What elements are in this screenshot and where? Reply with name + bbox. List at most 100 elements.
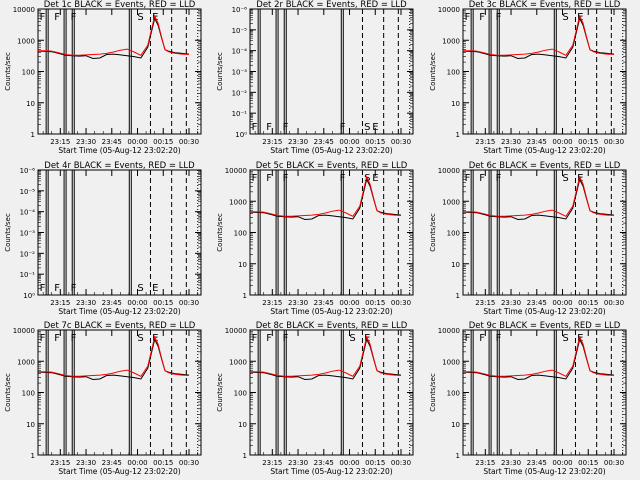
x-axis-label: Start Time (05-Aug-12 23:02:20) (58, 467, 180, 476)
segment-letter: F (266, 173, 272, 184)
lld-series-line (38, 14, 190, 56)
x-tick-label: 23:15 (262, 459, 282, 467)
y-tick-label: 100 (22, 390, 35, 398)
x-tick-label: 00:30 (391, 459, 411, 467)
x-tick-label: 00:00 (127, 138, 147, 146)
y-tick-label: 10 (26, 421, 35, 429)
x-tick-label: 23:45 (527, 138, 547, 146)
x-tick-label: 00:15 (578, 459, 598, 467)
lld-series-line (250, 335, 402, 377)
segment-letter: S (364, 122, 370, 133)
panel-5: Det 5c BLACK = Events, RED = LLD Counts/s… (216, 161, 414, 316)
x-tick-label: 00:15 (365, 138, 385, 146)
panel-title: Det 2r BLACK = Events, RED = LLD (256, 0, 407, 10)
y-tick-label: 1000 (17, 37, 35, 45)
x-tick-label: 23:45 (102, 138, 122, 146)
x-tick-label: 23:45 (102, 299, 122, 307)
panel-8: Det 8c BLACK = Events, RED = LLD Counts/s… (216, 321, 414, 476)
segment-letter: F (71, 12, 77, 23)
x-tick-label: 00:15 (365, 459, 385, 467)
plot-frame (37, 8, 202, 135)
x-axis-label: Start Time (05-Aug-12 23:02:20) (483, 307, 605, 316)
segment-letter: E (372, 122, 378, 133)
plot-frame (462, 329, 627, 456)
y-axis-label: Counts/sec (216, 52, 224, 91)
x-tick-label: 23:30 (288, 459, 308, 467)
lld-series-line (38, 335, 190, 377)
segment-letter: F (465, 173, 471, 184)
y-tick-label: 10⁻⁵ (20, 188, 36, 196)
segment-letter: F (40, 283, 46, 294)
segment-letter: F (252, 173, 258, 184)
plot-frame (462, 8, 627, 135)
y-tick-label: 10⁻³ (20, 230, 36, 238)
x-tick-label: 00:30 (179, 138, 199, 146)
panel-title: Det 5c BLACK = Events, RED = LLD (256, 161, 408, 171)
y-axis-label: Counts/sec (4, 213, 12, 252)
y-tick-label: 10 (238, 261, 247, 269)
lld-series-line (250, 175, 402, 217)
segment-letter: F (54, 12, 60, 23)
y-tick-label: 10 (26, 100, 35, 108)
events-series-line (462, 177, 615, 221)
segment-letter: F (479, 333, 485, 344)
x-tick-label: 23:30 (76, 299, 96, 307)
segment-letter: S (137, 12, 143, 23)
x-tick-label: 23:15 (50, 459, 70, 467)
x-tick-label: 23:45 (314, 299, 334, 307)
segment-letter: E (372, 173, 378, 184)
panel-1: Det 1c BLACK = Events, RED = LLD Counts/s… (4, 0, 202, 155)
x-tick-label: 00:15 (578, 299, 598, 307)
segment-letter: F (340, 173, 346, 184)
y-tick-label: 1000 (442, 358, 460, 366)
x-tick-label: 23:15 (50, 299, 70, 307)
x-tick-label: 00:15 (153, 459, 173, 467)
y-tick-label: 10⁻¹ (232, 110, 248, 118)
x-tick-label: 00:00 (127, 299, 147, 307)
x-tick-label: 23:15 (50, 138, 70, 146)
events-series-line (249, 177, 402, 221)
segment-letter: S (562, 333, 568, 344)
plot-frame (462, 169, 627, 296)
x-tick-label: 00:00 (339, 459, 359, 467)
y-tick-label: 1 (31, 452, 35, 460)
y-tick-label: 10⁻³ (232, 69, 248, 77)
panel-2: Det 2r BLACK = Events, RED = LLD Counts/s… (216, 0, 414, 155)
lld-series-line (463, 335, 615, 377)
x-tick-label: 00:00 (339, 138, 359, 146)
panel-title: Det 7c BLACK = Events, RED = LLD (44, 321, 196, 331)
y-tick-label: 100 (234, 230, 247, 238)
segment-letter: F (479, 173, 485, 184)
lld-series-line (463, 175, 615, 217)
y-tick-label: 100 (447, 230, 460, 238)
segment-letter: S (137, 333, 143, 344)
y-axis-label: Counts/sec (4, 52, 12, 91)
x-tick-label: 23:45 (527, 459, 547, 467)
x-axis-label: Start Time (05-Aug-12 23:02:20) (270, 146, 392, 155)
x-tick-label: 00:15 (365, 299, 385, 307)
segment-letter: F (496, 333, 502, 344)
x-tick-label: 00:00 (552, 299, 572, 307)
y-axis-label: Counts/sec (216, 213, 224, 252)
x-tick-label: 23:30 (501, 138, 521, 146)
segment-letter: F (71, 283, 77, 294)
y-tick-label: 10000 (13, 327, 35, 335)
x-tick-label: 00:15 (153, 138, 173, 146)
x-tick-label: 23:30 (76, 138, 96, 146)
y-axis-label: Counts/sec (429, 213, 437, 252)
y-tick-label: 1000 (229, 198, 247, 206)
x-axis-label: Start Time (05-Aug-12 23:02:20) (483, 467, 605, 476)
plot-frame (249, 169, 414, 296)
y-tick-label: 1000 (229, 358, 247, 366)
y-tick-label: 100 (234, 390, 247, 398)
y-tick-label: 10 (451, 261, 460, 269)
segment-letter: S (562, 12, 568, 23)
x-tick-label: 00:30 (179, 459, 199, 467)
segment-letter: F (40, 333, 46, 344)
x-axis-label: Start Time (05-Aug-12 23:02:20) (270, 307, 392, 316)
panel-title: Det 3c BLACK = Events, RED = LLD (469, 0, 621, 10)
y-tick-label: 1 (243, 452, 247, 460)
x-tick-label: 00:30 (391, 138, 411, 146)
y-tick-label: 10000 (225, 167, 247, 175)
